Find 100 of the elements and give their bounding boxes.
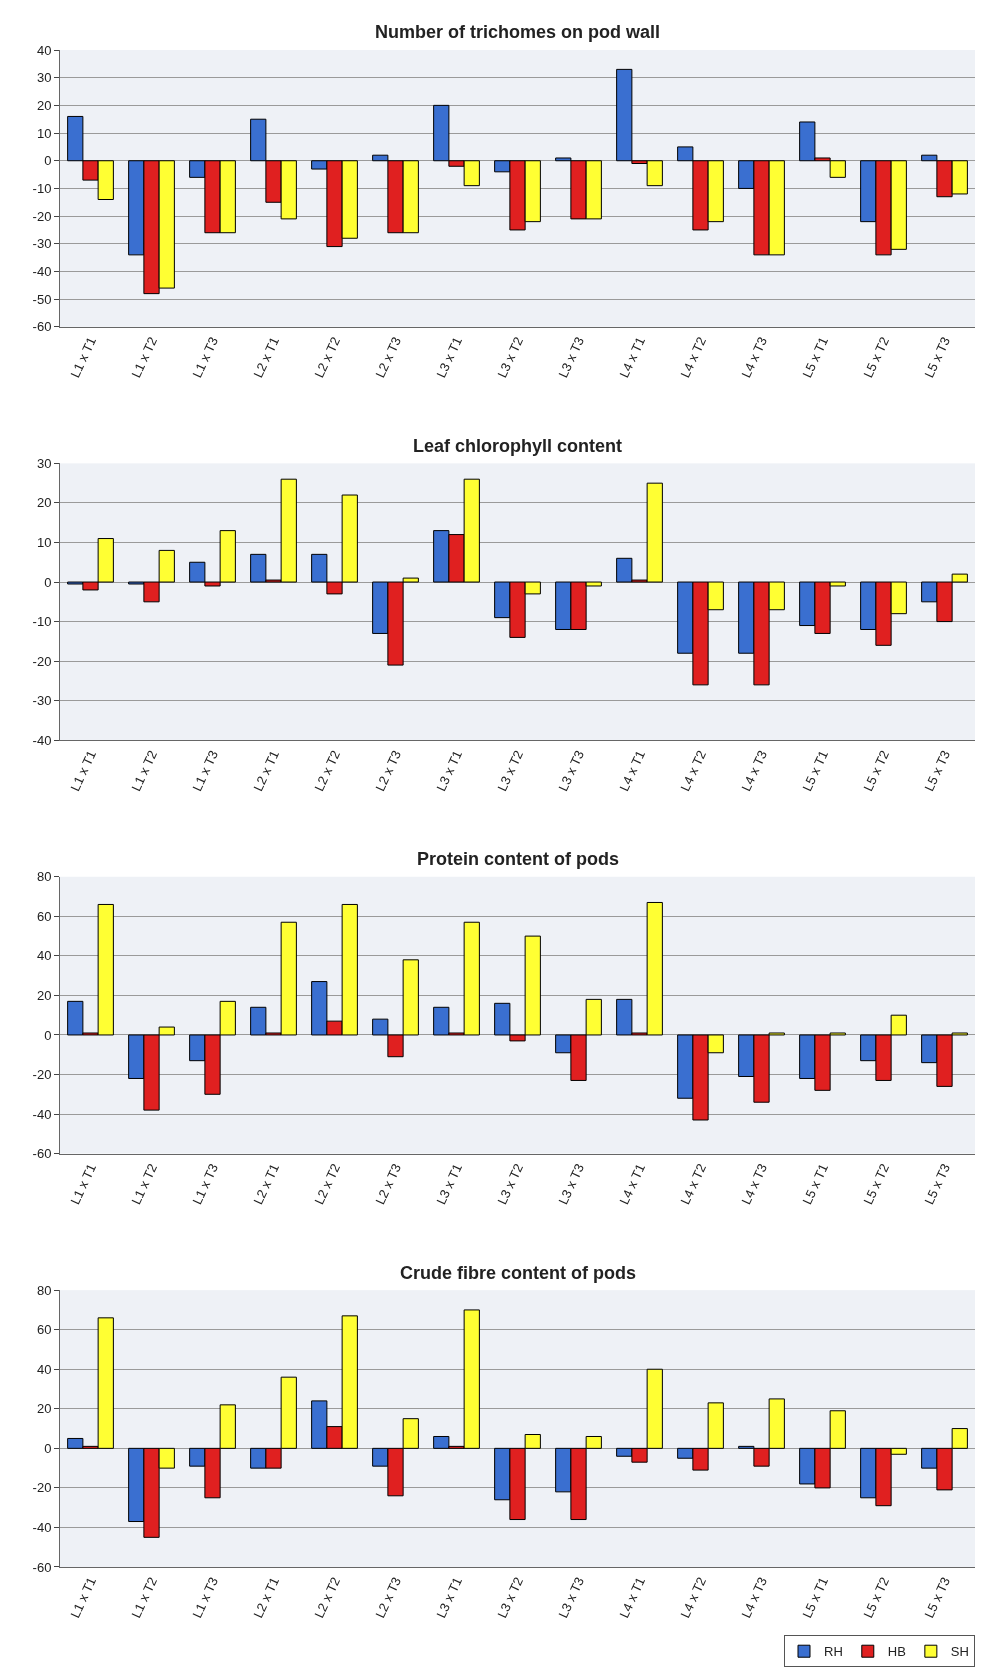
y-tick-label: 40 — [36, 1361, 52, 1377]
x-tick-label: L5 x T2 — [860, 1161, 893, 1207]
y-tick-label: -30 — [32, 693, 52, 709]
x-tick-label: L1 x T3 — [189, 1574, 222, 1621]
x-tick-label: L4 x T2 — [677, 748, 710, 794]
legend-label: RH — [824, 1644, 843, 1660]
x-tick-label: L1 x T2 — [128, 1161, 161, 1207]
x-tick-label: L5 x T3 — [921, 1574, 954, 1621]
y-tick-label: 80 — [36, 1282, 52, 1298]
x-tick-label: L3 x T1 — [433, 748, 466, 794]
y-tick-label: 20 — [36, 97, 52, 113]
y-tick-label: -20 — [32, 653, 52, 669]
y-tick-label: -50 — [32, 291, 52, 307]
x-tick-label: L2 x T3 — [372, 1574, 405, 1621]
y-tick-label: 60 — [36, 1322, 52, 1338]
y-tick-label: -60 — [32, 1559, 52, 1575]
y-tick-label: -10 — [32, 180, 52, 196]
x-tick-label: L1 x T2 — [128, 334, 161, 381]
x-tick-label: L4 x T1 — [616, 334, 649, 381]
x-tick-label: L4 x T2 — [677, 1161, 710, 1207]
legend-label: HB — [887, 1644, 906, 1660]
y-tick-label: 40 — [36, 948, 52, 964]
x-tick-label: L2 x T2 — [311, 334, 344, 381]
x-tick-label: L3 x T3 — [555, 1574, 588, 1621]
x-tick-label: L3 x T3 — [555, 1161, 588, 1207]
y-tick-label: -20 — [32, 1067, 52, 1083]
x-tick-label: L5 x T1 — [799, 1574, 832, 1621]
y-tick-label: -40 — [32, 1520, 52, 1535]
y-tick-label: -30 — [32, 236, 52, 252]
y-tick-label: 80 — [36, 869, 52, 885]
x-tick-label: L4 x T1 — [616, 1574, 649, 1621]
x-tick-label: L4 x T3 — [738, 1574, 771, 1621]
y-tick-label: 20 — [36, 495, 52, 511]
y-tick-label: 30 — [36, 455, 52, 471]
y-tick-label: 10 — [36, 535, 52, 551]
chart-title: Crude fibre content of pods — [400, 1263, 636, 1283]
x-tick-label: L3 x T1 — [433, 1161, 466, 1207]
y-tick-label: 0 — [44, 1027, 52, 1043]
x-tick-label: L1 x T1 — [67, 1574, 100, 1621]
x-tick-label: L4 x T2 — [677, 334, 710, 381]
x-tick-label: L3 x T2 — [494, 1574, 527, 1621]
x-tick-label: L1 x T3 — [189, 1161, 222, 1207]
x-tick-label: L1 x T2 — [128, 748, 161, 794]
y-tick-label: 40 — [36, 42, 52, 58]
x-tick-label: L2 x T2 — [311, 1161, 344, 1207]
y-tick-label: -40 — [32, 1106, 52, 1122]
y-tick-label: 0 — [44, 153, 52, 169]
x-tick-label: L5 x T2 — [860, 748, 893, 794]
y-tick-label: 20 — [36, 987, 52, 1003]
x-tick-label: L2 x T3 — [372, 1161, 405, 1207]
y-tick-label: -40 — [32, 732, 52, 748]
y-tick-label: 0 — [44, 1440, 52, 1456]
x-tick-label: L5 x T1 — [799, 334, 832, 381]
x-tick-label: L2 x T2 — [311, 748, 344, 794]
y-tick-label: -40 — [32, 264, 52, 280]
x-tick-label: L1 x T1 — [67, 334, 100, 381]
y-tick-label: 0 — [44, 574, 52, 590]
x-tick-label: L5 x T2 — [860, 334, 893, 381]
x-tick-label: L1 x T3 — [189, 334, 222, 381]
x-tick-label: L4 x T1 — [616, 748, 649, 794]
x-tick-label: L5 x T1 — [799, 748, 832, 794]
x-tick-label: L2 x T1 — [250, 1574, 283, 1621]
x-tick-label: L4 x T2 — [677, 1574, 710, 1621]
y-tick-label: -10 — [32, 614, 52, 630]
y-tick-label: -20 — [32, 208, 52, 224]
x-tick-label: L2 x T2 — [311, 1574, 344, 1621]
y-tick-label: -60 — [32, 319, 52, 335]
x-tick-label: L2 x T1 — [250, 748, 283, 794]
chart-title: Protein content of pods — [417, 849, 619, 869]
y-tick-label: 10 — [36, 125, 52, 141]
x-tick-label: L4 x T3 — [738, 748, 771, 794]
chart-title: Number of trichomes on pod wall — [375, 22, 661, 42]
y-tick-label: 60 — [36, 908, 52, 924]
x-tick-label: L3 x T3 — [555, 748, 588, 794]
legend-label: SH — [950, 1644, 969, 1660]
x-tick-label: L3 x T2 — [494, 334, 527, 381]
x-tick-label: L2 x T3 — [372, 748, 405, 794]
x-tick-label: L3 x T1 — [433, 1574, 466, 1621]
x-tick-label: L3 x T2 — [494, 748, 527, 794]
y-tick-label: -20 — [32, 1480, 52, 1496]
x-tick-label: L2 x T1 — [250, 334, 283, 381]
x-tick-label: L3 x T2 — [494, 1161, 527, 1207]
x-tick-label: L3 x T1 — [433, 334, 466, 381]
x-tick-label: L1 x T1 — [67, 1161, 100, 1207]
x-tick-label: L2 x T1 — [250, 1161, 283, 1207]
x-tick-label: L2 x T3 — [372, 334, 405, 381]
x-tick-label: L5 x T2 — [860, 1574, 893, 1621]
x-tick-label: L1 x T2 — [128, 1574, 161, 1621]
chart-title: Leaf chlorophyll content — [413, 436, 623, 456]
x-tick-label: L5 x T3 — [921, 748, 954, 794]
x-tick-label: L1 x T3 — [189, 748, 222, 794]
x-tick-label: L3 x T3 — [555, 334, 588, 381]
x-tick-label: L5 x T1 — [799, 1161, 832, 1207]
y-tick-label: 20 — [36, 1401, 52, 1417]
y-tick-label: -60 — [32, 1146, 52, 1162]
x-tick-label: L4 x T3 — [738, 334, 771, 381]
x-tick-label: L4 x T3 — [738, 1161, 771, 1207]
x-tick-label: L5 x T3 — [921, 334, 954, 381]
x-tick-label: L4 x T1 — [616, 1161, 649, 1207]
x-tick-label: L5 x T3 — [921, 1161, 954, 1207]
